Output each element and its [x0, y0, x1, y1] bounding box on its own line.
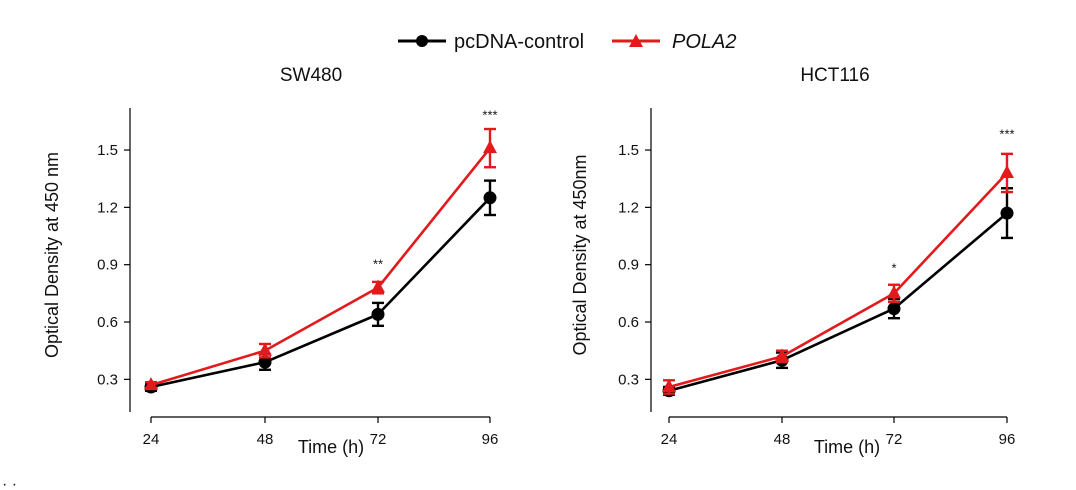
series-pola2-point [483, 140, 497, 154]
legend-item-pola2: POLA2 [612, 31, 736, 53]
series-pola2-point [1000, 164, 1014, 178]
series-control-line [668, 212, 1008, 393]
y-tick-label: 0.3 [97, 371, 118, 388]
x-tick-label: 24 [661, 431, 678, 448]
series-control-point [371, 307, 385, 321]
x-axis-title-hct116: Time (h) [814, 437, 880, 457]
panel-title-hct116: HCT116 [800, 65, 869, 86]
significance-label: *** [482, 107, 497, 122]
series-pola2-line [150, 147, 492, 387]
series-pola2-point [775, 348, 789, 362]
series-pola2-point [144, 377, 158, 391]
y-tick-label: 0.6 [618, 314, 639, 331]
series-pola2-point [887, 285, 901, 299]
series-control-point [483, 191, 497, 205]
significance-label: *** [999, 127, 1014, 142]
y-tick-label: 0.6 [97, 314, 118, 331]
legend-pola2-label: POLA2 [672, 31, 736, 53]
y-tick-label: 1.2 [97, 199, 118, 216]
legend-pola2-marker [629, 34, 643, 47]
x-axis-title-sw480: Time (h) [298, 437, 364, 457]
legend-item-control: pcDNA-control [398, 31, 584, 53]
legend-control-marker [416, 35, 428, 47]
x-tick-label: 24 [143, 431, 160, 448]
plot-area-hct116: **** [662, 127, 1015, 398]
series-pola2-point [371, 279, 385, 293]
panel-hct116: HCT116 Optical Density at 450nm Time (h)… [570, 65, 1015, 457]
series-control-point [887, 302, 901, 316]
x-tick-label: 72 [370, 431, 387, 448]
series-pola2-line [668, 172, 1008, 389]
x-tick-label: 96 [999, 431, 1016, 448]
legend-control-label: pcDNA-control [454, 31, 584, 53]
x-tick-label: 48 [774, 431, 791, 448]
series-control-point [1000, 206, 1014, 220]
legend: pcDNA-control POLA2 [398, 31, 736, 53]
series-pola2-point [258, 342, 272, 356]
y-tick-label: 1.5 [97, 142, 118, 159]
y-axis-title-hct116: Optical Density at 450nm [570, 154, 590, 355]
significance-label: ** [373, 257, 383, 272]
footer-mark: · · [2, 476, 17, 490]
y-tick-label: 1.2 [618, 199, 639, 216]
x-tick-label: 96 [482, 431, 499, 448]
y-tick-label: 1.5 [618, 142, 639, 159]
panel-sw480: SW480 Optical Density at 450 nm Time (h)… [42, 65, 498, 457]
y-tick-label: 0.9 [97, 257, 118, 274]
y-tick-label: 0.9 [618, 257, 639, 274]
panel-title-sw480: SW480 [280, 65, 342, 86]
series-pola2-point [662, 378, 676, 392]
axes-sw480: 0.3 0.6 0.9 1.2 1.5 24 48 72 96 [97, 108, 498, 448]
significance-label: * [891, 260, 896, 275]
x-tick-label: 72 [886, 431, 903, 448]
y-tick-label: 0.3 [618, 371, 639, 388]
y-axis-title-sw480: Optical Density at 450 nm [42, 152, 62, 358]
plot-area-sw480: ***** [144, 107, 498, 394]
x-tick-label: 48 [257, 431, 274, 448]
series-control-line [150, 196, 491, 389]
series-control-point [258, 355, 272, 369]
axes-hct116: 0.3 0.6 0.9 1.2 1.5 24 48 72 96 [618, 108, 1015, 448]
